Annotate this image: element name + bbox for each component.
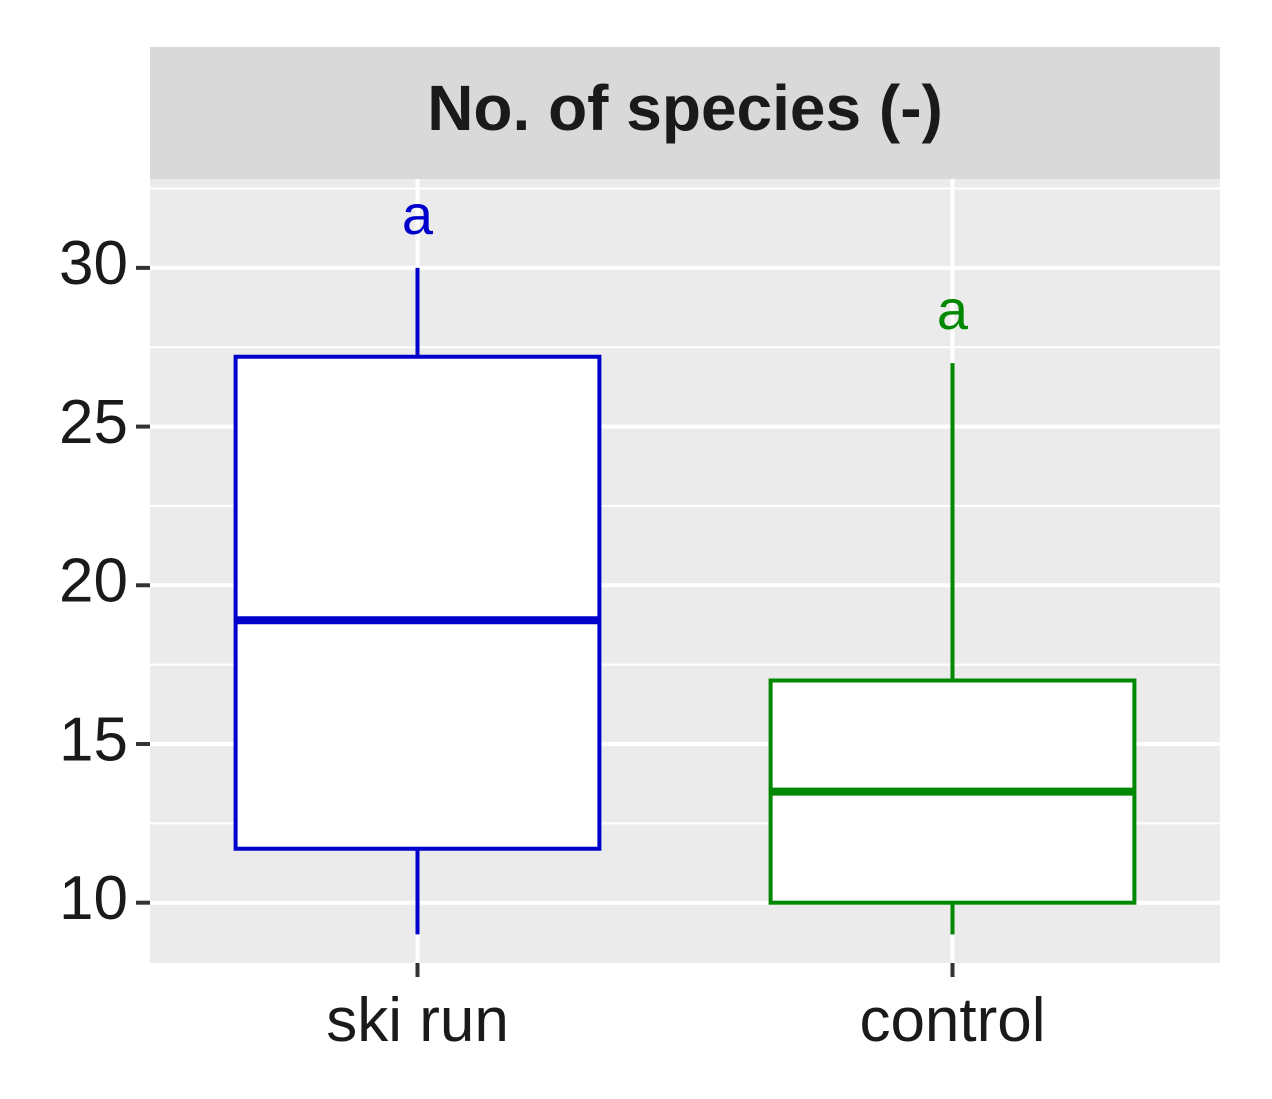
y-tick-label: 25 (59, 388, 128, 457)
boxes: aa (233, 183, 1137, 935)
y-tick-label: 15 (59, 705, 128, 774)
y-tick-label: 10 (59, 864, 128, 933)
box-iqr (233, 354, 602, 851)
facet-strip-label: No. of species (-) (427, 72, 943, 144)
strip-background (150, 47, 1220, 179)
y-tick-label: 30 (59, 229, 128, 298)
significance-letter: a (402, 183, 434, 246)
axes: 10 15 20 25 30 ski run control (59, 229, 1046, 1055)
y-tick-label: 20 (59, 547, 128, 616)
significance-letter: a (937, 278, 969, 341)
x-tick-label: ski run (326, 986, 509, 1055)
x-tick-label: control (859, 986, 1045, 1055)
